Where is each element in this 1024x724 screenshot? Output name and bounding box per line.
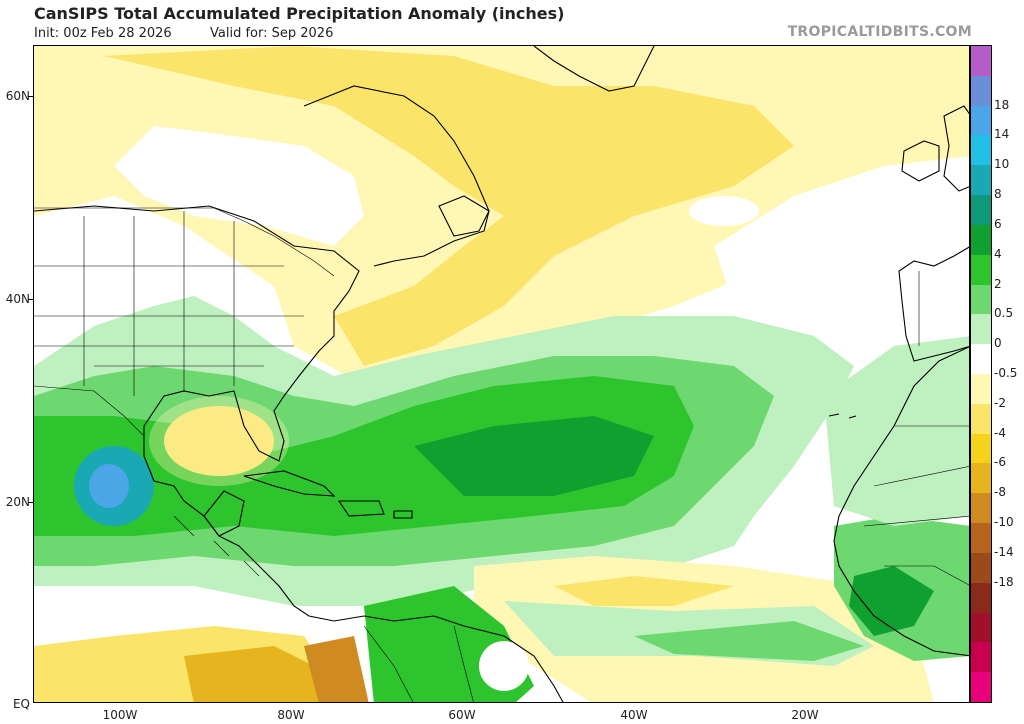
lon-label-80w: 80W (277, 708, 305, 722)
coastlines (34, 46, 969, 702)
colorbar-segment (971, 254, 991, 286)
colorbar-segment (971, 195, 991, 226)
colorbar-segment (971, 463, 991, 494)
colorbar-label: 10 (994, 157, 1010, 172)
lat-tick-60n (28, 96, 33, 97)
colorbar-label: -6 (994, 455, 1006, 470)
valid-time: Valid for: Sep 2026 (210, 26, 334, 41)
colorbar (970, 45, 992, 703)
anomaly-wet-strong-core (414, 416, 654, 496)
lat-label-eq: EQ (12, 697, 30, 711)
coast-north-america (34, 205, 564, 702)
colorbar-segment (971, 165, 991, 196)
map-canvas (34, 46, 969, 702)
brand-watermark: TROPICALTIDBITS.COM (787, 24, 972, 40)
colorbar-segment (971, 284, 991, 315)
anomaly-neutral-amazon (479, 641, 529, 691)
coast-canaries (828, 413, 857, 419)
anomaly-wet-sahara-faint (824, 336, 969, 526)
colorbar-segment (971, 344, 991, 375)
colorbar-segment (971, 523, 991, 554)
coast-britain (943, 105, 969, 192)
coast-africa (833, 346, 969, 657)
border-us-canada (34, 207, 335, 277)
lat-tick-40n (28, 299, 33, 300)
colorbar-segment (971, 612, 991, 643)
anomaly-neutral-ne-atlantic (714, 156, 969, 346)
anomaly-dry-colombia (184, 646, 343, 702)
anomaly-wet-peak-mexico (89, 464, 129, 508)
anomaly-dry-itcz-light (554, 576, 734, 606)
coast-greenland (533, 46, 655, 92)
map-title: CanSIPS Total Accumulated Precipitation … (34, 4, 565, 23)
political-borders (34, 207, 969, 702)
coast-hispaniola (337, 500, 385, 517)
colorbar-label: -18 (994, 574, 1014, 589)
lat-tick-20n (28, 502, 33, 503)
colorbar-segment (971, 552, 991, 584)
colorbar-label: -4 (994, 425, 1006, 440)
colorbar-label: -8 (994, 485, 1006, 500)
lat-label-20n: 20N (5, 495, 30, 509)
border-us-states (34, 211, 304, 396)
colorbar-label: 14 (994, 127, 1010, 142)
colorbar-label: 8 (994, 187, 1002, 202)
colorbar-segment (971, 374, 991, 405)
colorbar-segment (971, 135, 991, 166)
coast-iberia (898, 246, 969, 362)
init-time: Init: 00z Feb 28 2026 (34, 26, 172, 41)
lat-label-40n: 40N (5, 292, 30, 306)
anomaly-dry-gulf-faint (149, 396, 289, 486)
coast-yucatan (203, 490, 245, 537)
colorbar-label: 0 (994, 336, 1002, 351)
colorbar-label: 6 (994, 216, 1002, 231)
colorbar-segment (971, 46, 991, 77)
lon-label-40w: 40W (620, 708, 648, 722)
anomaly-dry-north-light (104, 46, 794, 366)
anomaly-wet-west-africa-core (849, 566, 934, 636)
colorbar-label: -10 (994, 515, 1014, 530)
colorbar-segment (971, 642, 991, 673)
colorbar-label: -0.5 (994, 366, 1018, 380)
colorbar-label: -2 (994, 395, 1006, 410)
border-africa (863, 425, 969, 586)
coast-ireland (901, 140, 940, 182)
border-south-america (363, 625, 474, 702)
anomaly-wet-itcz-light (634, 621, 864, 661)
coast-puerto-rico (393, 510, 413, 519)
colorbar-label: 4 (994, 246, 1002, 261)
colorbar-segment (971, 314, 991, 345)
border-us-mexico (34, 385, 145, 437)
colorbar-label: 18 (994, 97, 1010, 112)
coast-labrador (303, 85, 490, 267)
border-central-america (173, 515, 260, 577)
colorbar-segment (971, 493, 991, 524)
anomaly-neutral-canada (114, 126, 364, 246)
colorbar-segment (971, 582, 991, 614)
colorbar-segment (971, 75, 991, 107)
lon-label-60w: 60W (448, 708, 476, 722)
lon-label-20w: 20W (791, 708, 819, 722)
colorbar-segment (971, 224, 991, 256)
colorbar-label: -14 (994, 544, 1014, 559)
colorbar-segment (971, 433, 991, 464)
lon-label-100w: 100W (102, 708, 138, 722)
colorbar-label: 2 (994, 276, 1002, 291)
coast-newfoundland (438, 195, 490, 237)
colorbar-label: 0.5 (994, 306, 1014, 321)
lat-label-60n: 60N (5, 89, 30, 103)
anomaly-neutral-patch (689, 196, 759, 226)
colorbar-segment (971, 672, 991, 703)
anomaly-dry-colombia-strong (304, 636, 369, 702)
coast-cuba (243, 470, 336, 497)
colorbar-segment (971, 403, 991, 435)
anomaly-dry-gulf (164, 406, 274, 476)
colorbar-segment (971, 105, 991, 136)
anomaly-map (33, 45, 970, 703)
